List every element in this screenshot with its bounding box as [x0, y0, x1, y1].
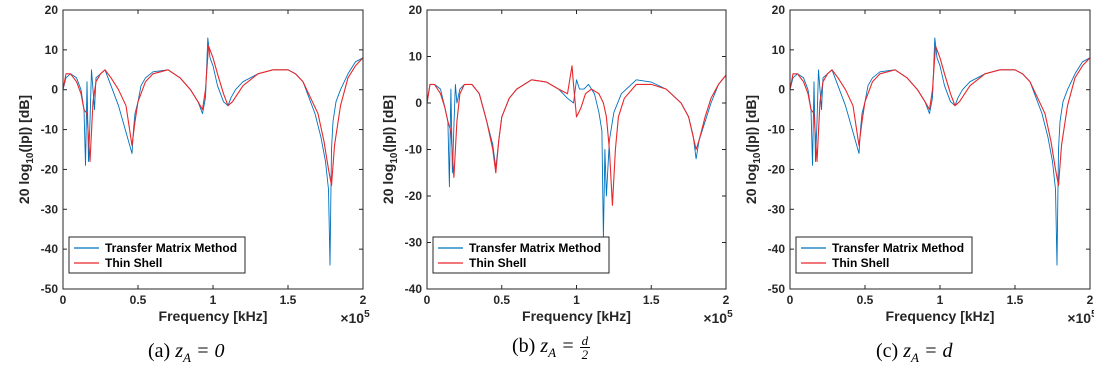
- y-tick-label: 0: [415, 96, 422, 110]
- legend-label: Thin Shell: [469, 256, 526, 270]
- x-axis-label: Frequency [kHz]: [522, 308, 631, 324]
- legend-label: Transfer Matrix Method: [105, 241, 237, 255]
- x-tick-label: 2: [723, 293, 730, 307]
- x-tick-label: 0.5: [130, 293, 147, 307]
- caption-c-math: zA = d: [903, 340, 953, 365]
- x-tick-label: 0: [787, 293, 794, 307]
- legend-box: [432, 236, 610, 274]
- y-tick-label: 20: [772, 3, 786, 17]
- x-tick-label: 1.5: [280, 293, 297, 307]
- y-axis-label: 20 log10(|p|) [dB]: [743, 95, 763, 204]
- x-tick-label: 0: [60, 293, 67, 307]
- y-tick-label: -10: [768, 123, 786, 137]
- legend-label: Transfer Matrix Method: [469, 241, 601, 255]
- caption-a: (a) zA = 0: [148, 340, 224, 366]
- legend-label: Thin Shell: [832, 256, 889, 270]
- x-axis-label: Frequency [kHz]: [886, 308, 995, 324]
- y-tick-label: -40: [41, 242, 59, 256]
- y-tick-label: -40: [768, 242, 786, 256]
- x-tick-label: 1.5: [1007, 293, 1024, 307]
- x-tick-label: 0: [424, 293, 431, 307]
- y-tick-label: 20: [409, 3, 423, 17]
- caption-c: (c) zA = d: [876, 340, 952, 366]
- x-tick-label: 0.5: [857, 293, 874, 307]
- y-tick-label: -20: [768, 162, 786, 176]
- chart-panel-2: 0 0.5 1 1.5 2 -40 -30 -20 -10 0 10 20 Frequency [kHz…: [380, 3, 733, 326]
- x-tick-label: 1: [573, 293, 580, 307]
- series-line-thin-shell: [789, 45, 1091, 186]
- y-tick-label: -20: [405, 189, 423, 203]
- y-tick-label: 10: [409, 50, 423, 64]
- x-tick-label: 2: [360, 293, 367, 307]
- caption-a-math: zA = 0: [175, 340, 225, 365]
- y-tick-label: 10: [45, 43, 59, 57]
- series-line-thin-shell: [62, 45, 364, 186]
- y-tick-label: -10: [41, 123, 59, 137]
- y-tick-label: -10: [405, 143, 423, 157]
- y-tick-label: -40: [405, 282, 423, 296]
- caption-b-label: (b): [512, 335, 536, 358]
- chart-panel-3: 0 0.5 1 1.5 2 -50 -40 -30 -20 -10 0 10 20 Frequency […: [743, 3, 1094, 326]
- x-exponent-label: ×105: [340, 309, 370, 326]
- y-axis-label: 20 log10(|p|) [dB]: [16, 95, 36, 204]
- caption-c-label: (c): [876, 340, 899, 362]
- y-tick-label: 0: [51, 83, 58, 97]
- x-tick-label: 2: [1087, 293, 1094, 307]
- y-tick-label: 20: [45, 3, 59, 17]
- y-tick-label: 10: [772, 43, 786, 57]
- caption-a-label: (a): [148, 340, 171, 362]
- y-tick-label: -20: [41, 162, 59, 176]
- y-axis-label: 20 log10(|p|) [dB]: [380, 95, 400, 204]
- y-tick-label: -30: [768, 202, 786, 216]
- y-tick-label: -30: [405, 236, 423, 250]
- legend-label: Thin Shell: [105, 256, 162, 270]
- x-tick-label: 1: [937, 293, 944, 307]
- x-tick-label: 0.5: [493, 293, 510, 307]
- x-tick-label: 1: [210, 293, 217, 307]
- x-exponent-label: ×105: [703, 309, 733, 326]
- y-tick-label: -30: [41, 202, 59, 216]
- x-tick-label: 1.5: [643, 293, 660, 307]
- y-tick-label: -50: [768, 282, 786, 296]
- legend-box: [68, 236, 246, 274]
- chart-panel-1: 0 0.5 1 1.5 2 -50 -40 -30 -20 -10 0 10 20 Frequency […: [16, 3, 370, 326]
- legend-box: [795, 236, 973, 274]
- x-exponent-label: ×105: [1067, 309, 1094, 326]
- y-tick-label: -50: [41, 282, 59, 296]
- x-axis-label: Frequency [kHz]: [159, 308, 268, 324]
- y-tick-label: 0: [778, 83, 785, 97]
- legend-label: Transfer Matrix Method: [832, 241, 964, 255]
- series-line-thin-shell: [426, 65, 727, 206]
